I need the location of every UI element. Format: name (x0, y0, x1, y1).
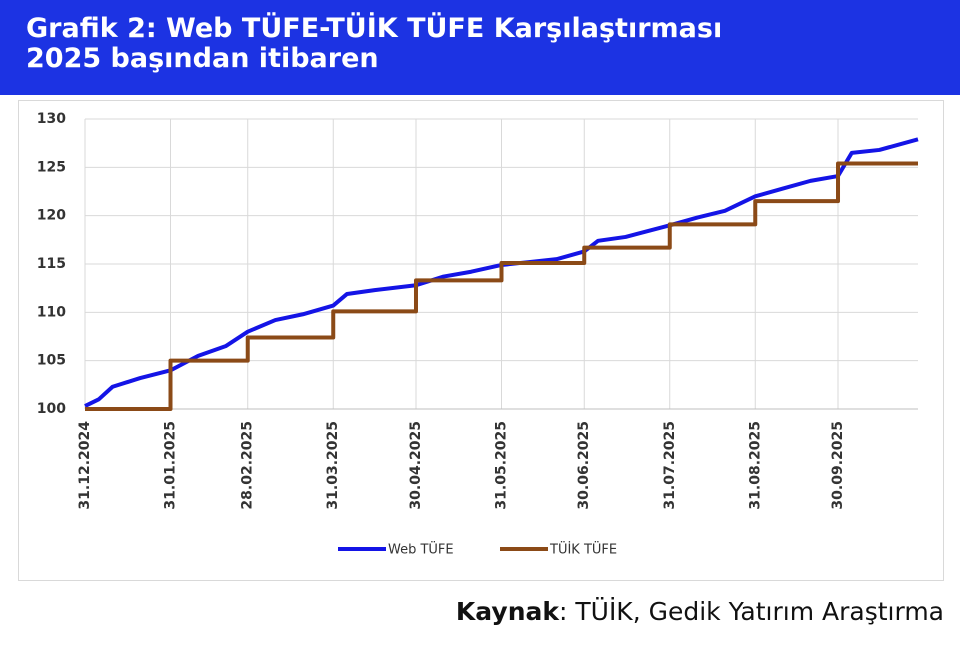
title-line: Grafik 2: Web TÜFE-TÜİK TÜFE Karşılaştır… (26, 13, 723, 44)
x-tick-label: 30.09.2025 (830, 421, 846, 510)
source: Kaynak: TÜİK, Gedik Yatırım Araştırma (456, 597, 944, 626)
header: Grafik 2: Web TÜFE-TÜİK TÜFE Karşılaştır… (0, 0, 960, 95)
y-tick-label: 110 (37, 304, 66, 320)
y-tick-label: 105 (37, 353, 66, 369)
x-tick-label: 31.08.2025 (747, 421, 763, 510)
title-line: 2025 başından itibaren (26, 43, 379, 74)
chart-frame (18, 100, 944, 581)
x-tick-label: 30.06.2025 (576, 421, 592, 510)
y-tick-label: 100 (37, 401, 66, 417)
source-text: : TÜİK, Gedik Yatırım Araştırma (559, 597, 944, 626)
x-tick-label: 31.05.2025 (494, 421, 510, 510)
y-tick-label: 120 (37, 208, 66, 224)
source-label: Kaynak (455, 597, 559, 626)
x-tick-label: 31.01.2025 (163, 421, 179, 510)
x-tick-label: 28.02.2025 (240, 421, 256, 510)
legend-label: TÜİK TÜFE (549, 541, 617, 558)
y-tick-label: 115 (37, 256, 66, 272)
legend-label: Web TÜFE (388, 541, 454, 558)
x-tick-label: 30.04.2025 (408, 421, 424, 510)
x-tick-label: 31.07.2025 (662, 421, 678, 510)
y-tick-label: 125 (37, 159, 66, 175)
x-tick-label: 31.12.2024 (77, 421, 93, 510)
series-line (84, 137, 919, 408)
x-tick-label: 31.03.2025 (325, 421, 341, 510)
y-tick-label: 130 (37, 111, 66, 127)
series-line (85, 161, 918, 411)
